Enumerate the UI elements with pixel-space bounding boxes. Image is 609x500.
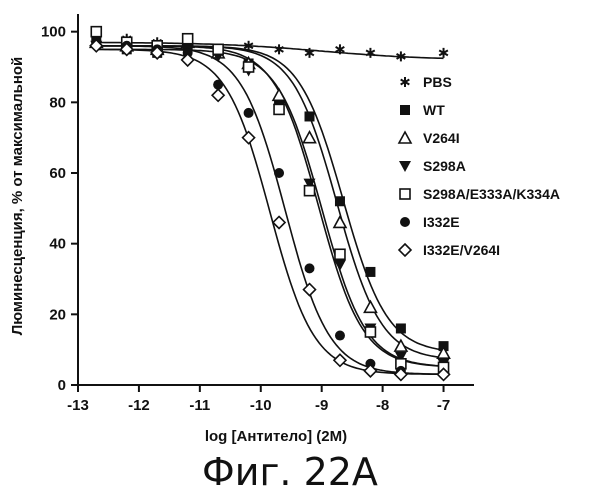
- data-point-v264i: [395, 340, 407, 351]
- data-point-i332e: [305, 263, 315, 273]
- x-tick-label: -11: [189, 397, 210, 414]
- legend-label-v264i: V264I: [423, 130, 460, 146]
- x-axis-label: log [Антитело] (2М): [205, 428, 347, 445]
- data-point-s298a-e333a-k334a: [305, 186, 315, 196]
- figure-caption: Фиг. 22A: [202, 450, 378, 494]
- legend-marker-s298a: [399, 161, 411, 172]
- fit-curve-v264i: [96, 46, 443, 358]
- legend: PBS WT V264I S298A S298A/E333A/K334A I332E I33…: [399, 74, 560, 258]
- data-point-v264i: [334, 216, 346, 227]
- x-tick-label: -8: [376, 397, 389, 414]
- data-point-i332e: [274, 168, 284, 178]
- fit-curve-s298a-e333a-k334a: [96, 46, 443, 366]
- data-point-i332e-v264i: [273, 216, 285, 228]
- legend-label-wt: WT: [423, 102, 445, 118]
- data-point-i332e: [244, 108, 254, 118]
- y-tick-label: 100: [41, 24, 66, 41]
- fit-curve-i332e-v264i: [96, 50, 443, 375]
- y-tick-label: 40: [49, 236, 66, 253]
- y-tick-label: 80: [49, 94, 66, 111]
- legend-label-i332e: I332E: [423, 214, 460, 230]
- fit-curve-wt: [96, 46, 443, 350]
- axes: -13 -12 -11 -10 -9 -8 -7 0 20 40 60 80 100: [41, 14, 474, 414]
- y-tick-label: 0: [58, 377, 66, 394]
- data-point-i332e-v264i: [304, 284, 316, 296]
- x-tick-label: -9: [315, 397, 328, 414]
- legend-marker-i332e-v264i: [399, 244, 411, 256]
- y-tick-label: 20: [49, 306, 66, 323]
- data-point-s298a-e333a-k334a: [183, 34, 193, 44]
- fit-curve-s298a: [96, 49, 443, 366]
- legend-marker-v264i: [399, 132, 411, 143]
- x-tick-label: -10: [250, 397, 272, 414]
- data-point-s298a-e333a-k334a: [244, 62, 254, 72]
- data-point-pbs: [366, 48, 375, 58]
- data-point-wt: [305, 111, 315, 121]
- data-point-wt: [365, 267, 375, 277]
- data-point-i332e-v264i: [243, 132, 255, 144]
- data-point-i332e: [335, 331, 345, 341]
- legend-label-pbs: PBS: [423, 74, 452, 90]
- data-point-s298a-e333a-k334a: [365, 327, 375, 337]
- y-axis-label: Люминесценция, % от максимальной: [9, 57, 26, 336]
- data-point-s298a-e333a-k334a: [91, 27, 101, 37]
- data-point-i332e-v264i: [212, 89, 224, 101]
- data-point-wt: [335, 196, 345, 206]
- legend-label-i332e-v264i: I332E/V264I: [423, 242, 500, 258]
- data-point-wt: [396, 323, 406, 333]
- x-tick-label: -7: [437, 397, 450, 414]
- legend-label-s298a: S298A: [423, 158, 466, 174]
- y-tick-label: 60: [49, 165, 66, 182]
- data-point-pbs: [275, 44, 284, 54]
- legend-label-s298a-e333a-k334a: S298A/E333A/K334A: [423, 186, 560, 202]
- legend-marker-s298a-e333a-k334a: [400, 189, 410, 199]
- x-tick-label: -13: [67, 397, 89, 414]
- legend-marker-pbs: [401, 77, 410, 87]
- data-point-v264i: [364, 301, 376, 312]
- legend-marker-wt: [400, 105, 410, 115]
- data-point-pbs: [439, 48, 448, 58]
- data-point-i332e-v264i: [334, 354, 346, 366]
- legend-marker-i332e: [400, 217, 410, 227]
- data-point-s298a-e333a-k334a: [335, 249, 345, 259]
- data-point-v264i: [273, 89, 285, 100]
- data-point-s298a-e333a-k334a: [213, 44, 223, 54]
- x-tick-label: -12: [128, 397, 150, 414]
- data-point-v264i: [304, 132, 316, 143]
- fit-curves: [96, 43, 443, 375]
- data-point-s298a-e333a-k334a: [274, 104, 284, 114]
